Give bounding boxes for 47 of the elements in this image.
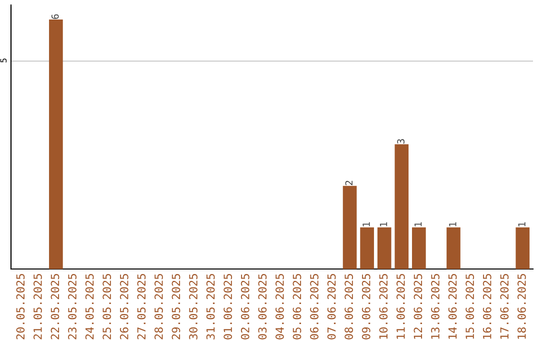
bar [360,227,374,269]
bar [377,227,392,269]
data-label: 3 [397,139,404,144]
x-tick-label: 09.06.2025 [362,274,370,340]
data-label: 2 [345,180,352,186]
x-tick-label: 21.05.2025 [34,274,42,340]
x-tick-label: 05.06.2025 [292,274,302,340]
data-label: 6 [51,14,59,19]
bar [446,227,460,269]
data-label: 1 [362,222,370,226]
x-tick-label: 11.06.2025 [396,274,405,339]
x-tick-label: 01.06.2025 [224,274,232,340]
x-tick-label: 08.06.2025 [344,274,354,340]
x-tick-label: 06.06.2025 [310,274,318,340]
bar [516,227,530,269]
x-tick-label: 28.05.2025 [154,274,163,340]
x-tick-label: 15.06.2025 [466,274,474,339]
x-tick-label: 14.06.2025 [448,274,457,339]
bar [412,227,426,269]
x-tick-label: 23.05.2025 [68,274,76,340]
data-label: 1 [449,222,456,226]
data-label: 1 [380,222,388,226]
x-tick-label: 17.06.2025 [500,274,509,339]
x-tick-label: 03.06.2025 [258,274,267,340]
x-tick-label: 07.06.2025 [327,274,336,340]
x-tick-label: 29.05.2025 [172,274,180,340]
bar [49,20,63,269]
x-tick-label: 04.06.2025 [275,274,284,340]
x-tick-label: 27.05.2025 [137,274,146,340]
x-tick-label: 20.05.2025 [16,274,25,340]
x-tick-label: 13.06.2025 [431,274,440,339]
x-tick-label: 31.05.2025 [206,274,215,340]
x-tick-label: 12.06.2025 [414,274,422,339]
y-tick-label: 5 [0,58,7,62]
x-tick-label: 10.06.2025 [379,274,388,339]
x-tick-label: 16.06.2025 [482,274,492,339]
bar [342,186,357,269]
x-tick-label: 18.06.2025 [517,274,526,339]
x-tick-label: 02.06.2025 [240,274,250,340]
bar [394,144,409,269]
x-tick-label: 26.05.2025 [120,274,128,340]
x-tick-label: 22.05.2025 [50,274,60,340]
x-tick-label: 25.05.2025 [102,274,112,340]
x-tick-label: 24.05.2025 [85,274,94,340]
data-label: 1 [518,222,526,226]
data-label: 1 [414,222,422,226]
x-tick-label: 30.05.2025 [189,274,198,340]
